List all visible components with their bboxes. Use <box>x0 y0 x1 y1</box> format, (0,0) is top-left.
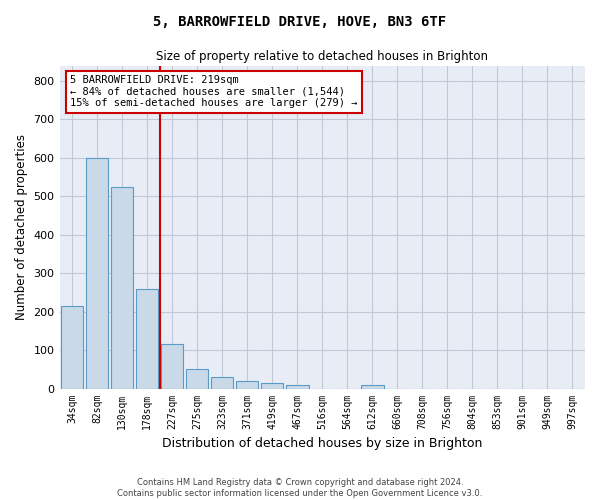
Bar <box>361 384 383 388</box>
Bar <box>236 381 259 388</box>
Bar <box>136 290 158 388</box>
Bar <box>111 186 133 388</box>
Text: 5, BARROWFIELD DRIVE, HOVE, BN3 6TF: 5, BARROWFIELD DRIVE, HOVE, BN3 6TF <box>154 15 446 29</box>
Bar <box>161 344 184 389</box>
Bar <box>86 158 109 388</box>
Text: Contains HM Land Registry data © Crown copyright and database right 2024.
Contai: Contains HM Land Registry data © Crown c… <box>118 478 482 498</box>
Y-axis label: Number of detached properties: Number of detached properties <box>15 134 28 320</box>
Text: 5 BARROWFIELD DRIVE: 219sqm
← 84% of detached houses are smaller (1,544)
15% of : 5 BARROWFIELD DRIVE: 219sqm ← 84% of det… <box>70 75 358 108</box>
Bar <box>186 368 208 388</box>
Title: Size of property relative to detached houses in Brighton: Size of property relative to detached ho… <box>156 50 488 63</box>
Bar <box>286 384 308 388</box>
Bar <box>261 383 283 388</box>
X-axis label: Distribution of detached houses by size in Brighton: Distribution of detached houses by size … <box>162 437 482 450</box>
Bar <box>61 306 83 388</box>
Bar <box>211 376 233 388</box>
